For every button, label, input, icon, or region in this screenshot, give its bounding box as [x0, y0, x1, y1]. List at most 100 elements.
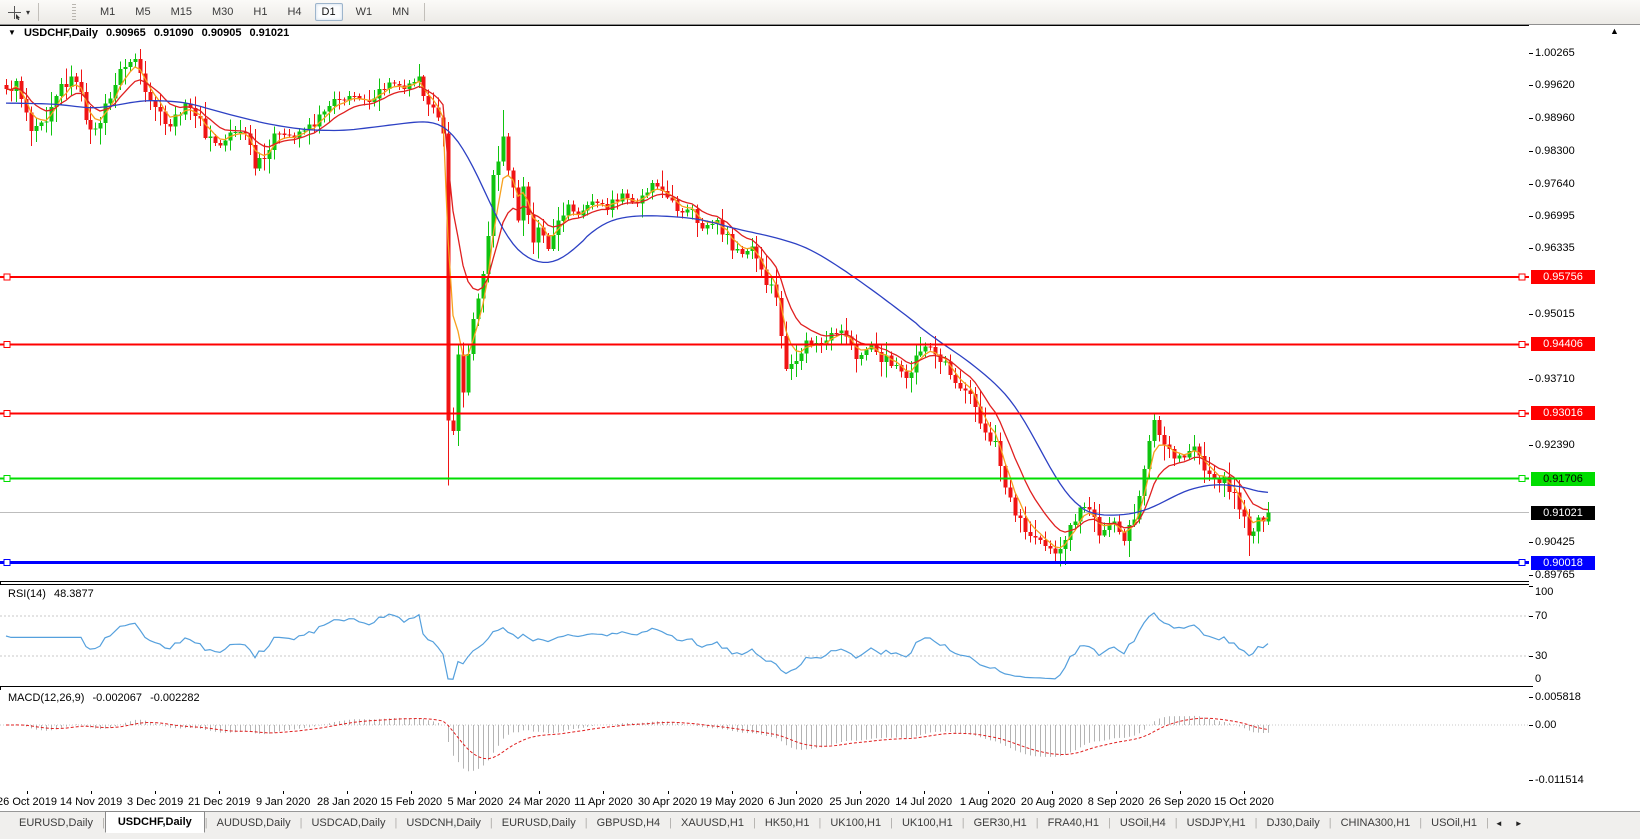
chart-tab-usdcnh-daily[interactable]: USDCNH,Daily [406, 817, 481, 829]
timeframe-button-m15[interactable]: M15 [170, 6, 192, 18]
tab-scroll-right-button[interactable]: ► [1514, 818, 1523, 828]
rsi-name: RSI(14) [8, 588, 46, 600]
chart-tab-hk50-h1[interactable]: HK50,H1 [764, 817, 810, 829]
candle-body [779, 297, 784, 336]
candle-body [262, 157, 267, 159]
chart-tab-audusd-daily[interactable]: AUDUSD,Daily [216, 817, 291, 829]
hline-handle[interactable] [1518, 410, 1526, 417]
chart-tab-usdcad-daily[interactable]: USDCAD,Daily [311, 817, 386, 829]
pane-border[interactable] [0, 686, 1640, 687]
chart-background [0, 26, 1529, 581]
rsi-axis-label: 100 [1535, 586, 1554, 598]
tab-separator: | [1035, 817, 1039, 829]
timeframe-button-h4[interactable]: H4 [287, 6, 302, 18]
candle-body [118, 69, 123, 85]
date-axis[interactable]: 26 Oct 2019 14 Nov 2019 3 Dec 2019 21 Dec 2… [0, 791, 1640, 811]
date-axis-label: 6 Jun 2020 [768, 796, 823, 808]
chart-tab-eurusd-daily[interactable]: EURUSD,Daily [501, 817, 576, 829]
timeframe-button-w1[interactable]: W1 [355, 6, 373, 18]
chart-tab-fra40-h1[interactable]: FRA40,H1 [1047, 817, 1099, 829]
date-axis-label: 14 Nov 2019 [59, 796, 123, 808]
chart-tab-usdchf-daily[interactable]: USDCHF,Daily [104, 811, 205, 833]
chart-tab-uk100-h1[interactable]: UK100,H1 [830, 817, 882, 829]
main-price-plot[interactable] [0, 26, 1529, 581]
rsi-indicator-plot[interactable] [0, 585, 1529, 686]
candle-body [1192, 446, 1197, 451]
macd-indicator-plot[interactable] [0, 690, 1529, 791]
hline-handle[interactable] [3, 475, 11, 483]
candle-body [874, 343, 879, 352]
price-axis[interactable]: 1.00265 0.99620 0.98960 0.98300 0.97640 0.969… [1529, 25, 1640, 791]
timeframe-button-m30[interactable]: M30 [211, 6, 234, 18]
date-axis-tick [923, 791, 925, 794]
candle-body [566, 204, 571, 216]
tool-dropdown-caret-icon[interactable]: ▾ [26, 7, 31, 17]
pane-border[interactable] [0, 581, 1640, 582]
timeframe-button-m1[interactable]: M1 [100, 6, 116, 18]
candle-body [29, 112, 34, 131]
hline-handle[interactable] [1518, 340, 1526, 348]
price-axis-label: 0.92390 [1535, 438, 1575, 451]
candle-body [168, 124, 173, 127]
toolbar-separator [38, 3, 40, 21]
timeframe-button-mn[interactable]: MN [392, 6, 410, 18]
timeframe-button-m5[interactable]: M5 [135, 6, 151, 18]
price-axis-label: 0.95015 [1535, 308, 1575, 321]
macd-axis-label: 0.005818 [1535, 691, 1581, 703]
pane-border[interactable] [0, 584, 1640, 585]
ma-slow-line [5, 100, 1269, 516]
candle-body [1013, 497, 1018, 516]
ma-fast-line [5, 66, 1269, 549]
candle-body [1232, 492, 1237, 494]
candle-body [461, 354, 466, 393]
candle-body [476, 298, 481, 319]
toolbar-grip-handle[interactable] [72, 4, 77, 20]
candle-body [372, 98, 377, 102]
date-axis-tick [1115, 791, 1117, 794]
chart-tab-uk100-h1[interactable]: UK100,H1 [901, 817, 953, 829]
candle-body [337, 99, 342, 101]
crosshair-tool-button[interactable]: ▾ [4, 4, 33, 21]
timeframe-button-d1[interactable]: D1 [314, 3, 343, 21]
hline-handle[interactable] [1518, 559, 1526, 567]
hline-handle[interactable] [1518, 475, 1526, 483]
candle-body [665, 190, 670, 198]
macd-background [0, 690, 1529, 791]
tab-scroll-arrows: | ◄ ► [1486, 812, 1529, 834]
chart-tab-ger30-h1[interactable]: GER30,H1 [973, 817, 1027, 829]
candle-body [421, 76, 426, 96]
chart-tab-xauusd-h1[interactable]: XAUUSD,H1 [681, 817, 744, 829]
ohlc-high: 0.91090 [153, 27, 194, 39]
ohlc-close: 0.91021 [249, 27, 290, 39]
candle-body [526, 186, 531, 215]
hline-price-badge: 0.90018 [1531, 555, 1595, 570]
candle-body [1068, 525, 1073, 541]
tab-scroll-left-button[interactable]: ◄ [1494, 818, 1503, 828]
hline-handle[interactable] [3, 559, 11, 567]
chart-tab-usoil-h1[interactable]: USOil,H1 [1431, 817, 1477, 829]
hline-handle[interactable] [3, 340, 11, 348]
price-axis-tick [1529, 117, 1533, 119]
timeframe-button-group: M1 M5 M15 M30 H1 H4 D1 W1 MN [90, 3, 419, 21]
hline-handle[interactable] [3, 410, 11, 417]
price-axis-tick [1529, 378, 1533, 380]
rsi-axis-label: 70 [1535, 610, 1548, 622]
chart-tab-usoil-h4[interactable]: USOil,H4 [1119, 817, 1166, 829]
hline-handle[interactable] [3, 273, 11, 281]
candle-body [501, 136, 506, 162]
chart-tab-usdjpy-h1[interactable]: USDJPY,H1 [1186, 817, 1246, 829]
candle-body [412, 82, 417, 84]
timeframe-button-h1[interactable]: H1 [253, 6, 268, 18]
chart-tab-china300-h1[interactable]: CHINA300,H1 [1340, 817, 1411, 829]
tab-separator: | [1419, 817, 1423, 829]
candle-body [84, 92, 89, 121]
hline-0.94406 [0, 340, 1529, 348]
chart-tab-dj30-daily[interactable]: DJ30,Daily [1266, 817, 1320, 829]
chart-tab-eurusd-daily[interactable]: EURUSD,Daily [19, 817, 93, 829]
candle-body [894, 364, 899, 367]
candle-body [794, 360, 799, 365]
candle-body [799, 353, 804, 361]
chart-tab-gbpusd-h4[interactable]: GBPUSD,H4 [596, 817, 661, 829]
date-axis-label: 14 Jul 2020 [895, 796, 953, 808]
hline-handle[interactable] [1518, 273, 1526, 281]
